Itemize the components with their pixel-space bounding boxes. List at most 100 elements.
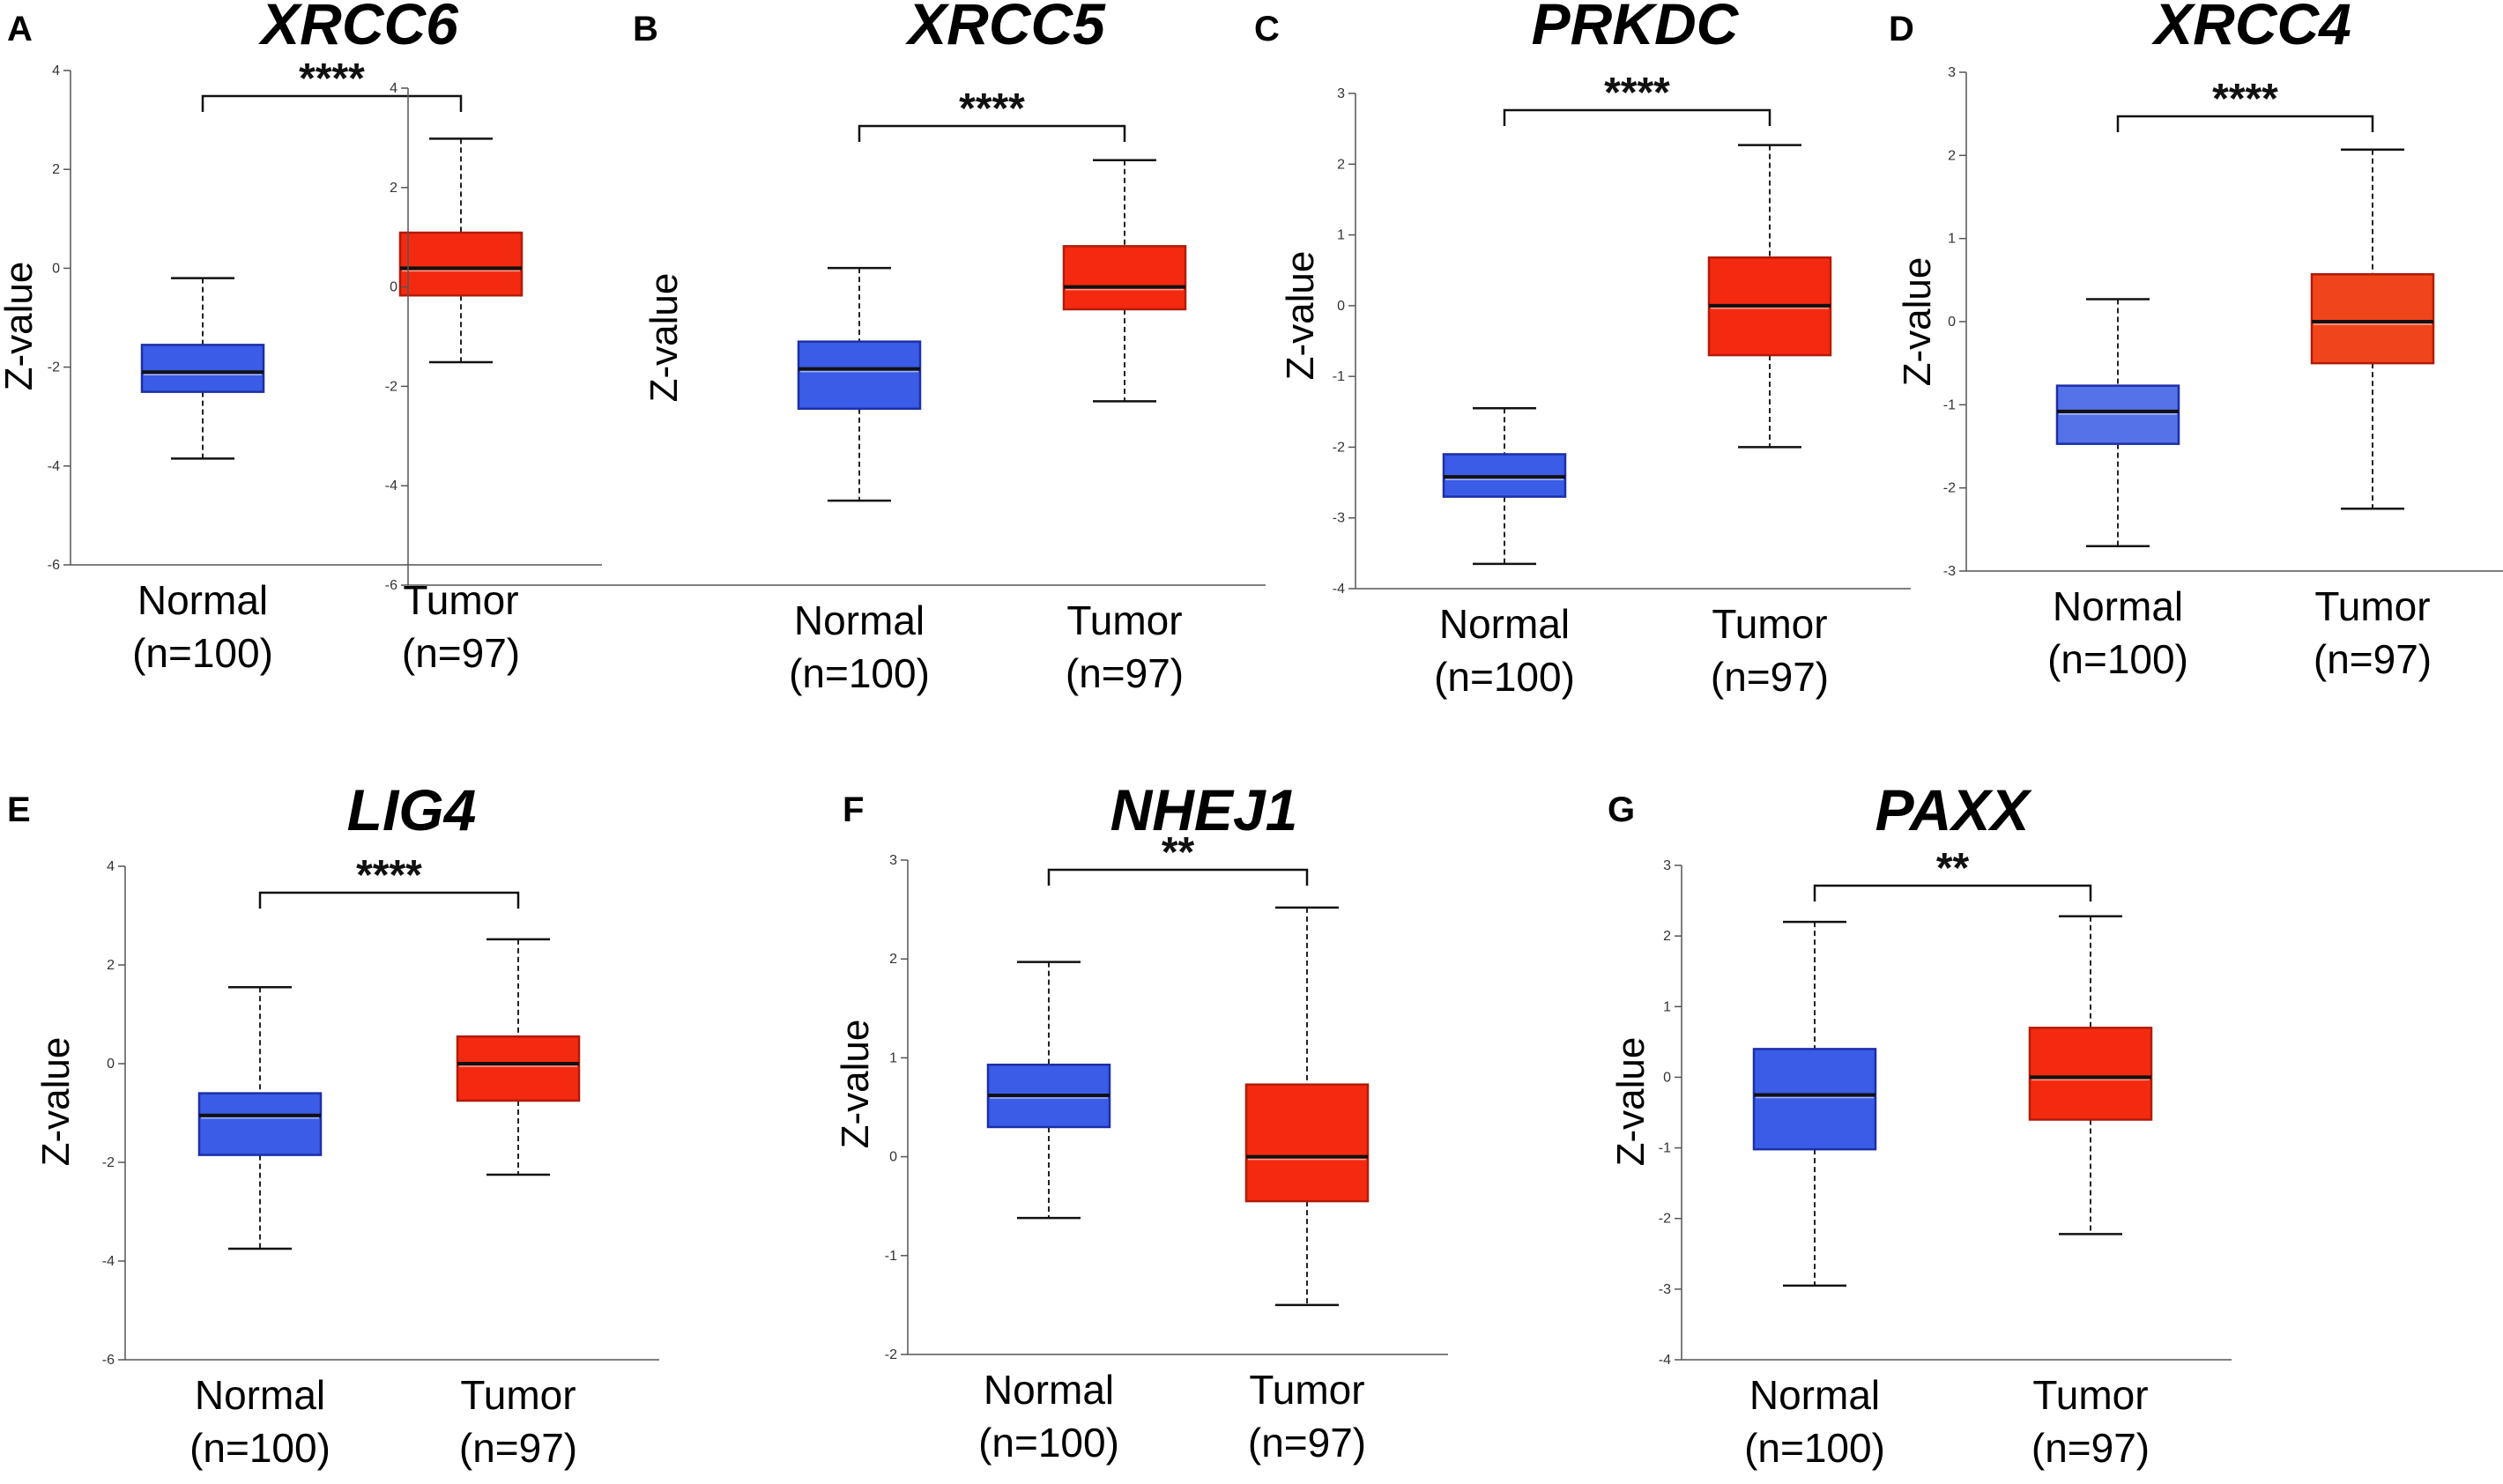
box-normal — [797, 266, 922, 502]
sample-size-label: (n=100) — [189, 1425, 331, 1471]
sample-size-label: (n=97) — [2031, 1425, 2150, 1471]
y-tick-label: -1 — [1943, 397, 1956, 412]
y-axis-label: Z-value — [34, 1037, 78, 1167]
y-tick-label: 1 — [1948, 232, 1956, 247]
y-tick-label: 3 — [1337, 86, 1345, 101]
panel-letter: C — [1254, 10, 1280, 48]
significance-stars: ** — [1162, 829, 1195, 876]
y-tick-label: 4 — [390, 81, 397, 96]
category-label: Tumor — [1249, 1367, 1364, 1413]
significance-bracket — [2116, 115, 2374, 132]
y-tick-label: -3 — [1333, 511, 1345, 526]
iqr-box — [140, 344, 265, 393]
box-normal — [1442, 407, 1567, 566]
iqr-box — [398, 231, 524, 297]
gene-title: NHEJ1 — [1110, 777, 1298, 842]
y-tick-label: -4 — [1333, 582, 1345, 597]
significance-stars: **** — [299, 56, 365, 102]
box-tumor — [2310, 148, 2435, 510]
gene-title: PAXX — [1875, 777, 2033, 842]
category-label: Tumor — [1712, 601, 1827, 647]
y-tick-label: 0 — [889, 1150, 897, 1165]
y-tick-label: 4 — [52, 63, 60, 78]
sample-size-label: (n=100) — [132, 630, 273, 676]
y-tick-label: 0 — [1337, 299, 1345, 314]
significance-stars: **** — [2212, 76, 2278, 122]
panel-b: B XRCC5 Z-value 4 2 0 -2 -4 -6 Normal (n=100) Tumor… — [385, 0, 1266, 696]
significance-bracket — [1047, 868, 1309, 886]
significance-stars: **** — [1604, 70, 1670, 116]
panel-letter: G — [1608, 790, 1635, 829]
y-tick-label: -6 — [102, 1353, 115, 1368]
iqr-box — [197, 1092, 323, 1156]
box-normal — [986, 961, 1111, 1220]
gene-title: LIG4 — [347, 777, 477, 842]
category-label: Normal — [2053, 583, 2183, 629]
y-tick-label: -4 — [48, 459, 60, 474]
y-tick-label: -2 — [1943, 481, 1956, 496]
category-label: Normal — [1749, 1372, 1880, 1418]
y-axis-label: Z-value — [642, 273, 686, 403]
y-tick-label: 0 — [1663, 1070, 1671, 1085]
y-tick-label: -3 — [1943, 564, 1956, 579]
y-tick-label: -6 — [385, 578, 397, 593]
y-tick-label: -2 — [48, 360, 60, 375]
panel-letter: E — [7, 790, 31, 829]
y-tick-label: -4 — [385, 479, 397, 493]
y-tick-label: 0 — [390, 280, 397, 295]
y-tick-label: -2 — [885, 1347, 897, 1362]
y-tick-label: -1 — [1333, 369, 1345, 384]
sample-size-label: (n=100) — [789, 650, 930, 696]
panel-letter: D — [1889, 10, 1914, 48]
y-tick-label: -1 — [885, 1249, 897, 1264]
box-tumor — [1707, 144, 1832, 449]
iqr-box — [2055, 384, 2180, 445]
y-tick-label: 2 — [107, 958, 115, 973]
iqr-box — [2028, 1027, 2153, 1121]
box-tumor — [398, 137, 524, 364]
sample-size-label: (n=97) — [459, 1425, 577, 1471]
iqr-box — [797, 340, 922, 411]
category-label: Tumor — [460, 1372, 576, 1418]
panel-e: E LIG4 Z-value 4 2 0 -2 -4 -6 Normal (n=100) Tumor (… — [7, 777, 659, 1471]
y-axis-label: Z-value — [1609, 1037, 1653, 1167]
gene-title: PRKDC — [1532, 0, 1740, 56]
y-tick-label: 2 — [889, 952, 897, 967]
category-label: Normal — [984, 1367, 1114, 1413]
y-tick-label: -6 — [48, 558, 60, 573]
panel-a: A XRCC6 Z-value 4 2 0 -2 -4 -6 Normal (n=100) Tumor… — [0, 0, 602, 676]
sample-size-label: (n=97) — [402, 630, 520, 676]
y-tick-label: 4 — [107, 859, 115, 874]
gene-title: XRCC5 — [904, 0, 1106, 56]
panel-c: C PRKDC Z-value 3 2 1 0 -1 -2 -3 -4 Normal (n=100) Tu… — [1254, 0, 1911, 700]
box-tumor — [2028, 915, 2153, 1235]
y-tick-label: -1 — [1659, 1141, 1671, 1156]
significance-bracket — [201, 94, 463, 112]
y-tick-label: 1 — [1337, 228, 1345, 243]
category-label: Tumor — [2314, 583, 2430, 629]
gene-title: XRCC6 — [257, 0, 459, 56]
panel-g: G PAXX Z-value 3 2 1 0 -1 -2 -3 -4 Normal (n=100) Tum… — [1608, 777, 2232, 1471]
y-tick-label: 2 — [52, 162, 60, 177]
iqr-box — [2310, 272, 2435, 365]
y-tick-label: -2 — [102, 1155, 115, 1170]
category-label: Normal — [1439, 601, 1570, 647]
sample-size-label: (n=100) — [978, 1420, 1119, 1465]
box-normal — [2055, 298, 2180, 547]
y-tick-label: 3 — [1948, 65, 1956, 80]
iqr-box — [1062, 245, 1187, 311]
box-tumor — [1062, 159, 1187, 403]
y-axis-label: Z-value — [1896, 257, 1939, 387]
significance-stars: **** — [356, 852, 422, 899]
y-axis-label: Z-value — [0, 262, 41, 391]
y-tick-label: 2 — [1948, 148, 1956, 163]
iqr-box — [1752, 1048, 1877, 1151]
box-tumor — [456, 938, 581, 1176]
y-tick-label: -3 — [1659, 1282, 1671, 1297]
y-tick-label: 0 — [1948, 315, 1956, 330]
y-tick-label: 3 — [1663, 858, 1671, 873]
y-tick-label: 2 — [390, 181, 397, 196]
panel-letter: B — [633, 10, 658, 48]
box-normal — [1752, 920, 1877, 1287]
box-normal — [140, 277, 265, 460]
